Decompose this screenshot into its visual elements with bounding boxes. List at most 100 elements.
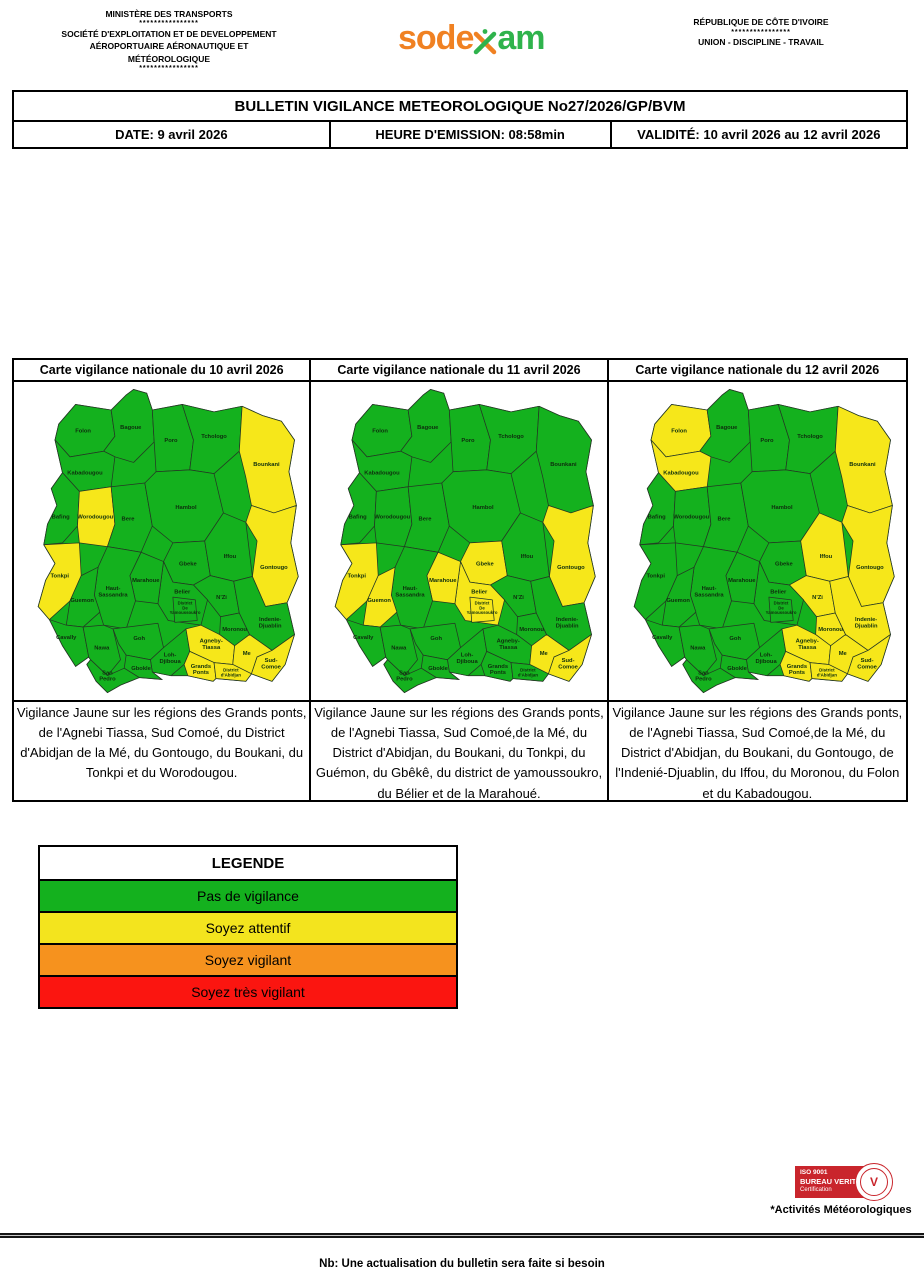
region-label-tonkpi: Tonkpi [348,573,367,579]
region-label-gbokle: Gbokle [131,666,151,672]
region-label-district-abidjan: District d'Abidjan [518,667,538,677]
region-nawa [678,624,717,677]
map-column-day1: Carte vigilance nationale du 10 avril 20… [14,360,312,800]
region-label-san-pedro: San Pedro [695,670,712,682]
region-label-loh-djiboua: Loh-Djiboua [457,653,479,665]
bulletin-emission-time: HEURE D'EMISSION: 08:58min [331,122,612,147]
region-label-kabadougou: Kabadougou [365,471,401,477]
region-label-moronou: Moronou [520,627,545,633]
map-column-day3: Carte vigilance nationale du 12 avril 20… [608,360,906,801]
region-label-cavally: Cavally [353,635,374,641]
bulletin-validity: VALIDITÉ: 10 avril 2026 au 12 avril 2026 [637,127,881,142]
legend-table: LEGENDE Pas de vigilance Soyez attentif … [38,845,458,1009]
region-label-bere: Bere [122,516,136,522]
region-label-gontougo: Gontougo [856,565,884,571]
logo-x-icon [472,26,498,55]
vigilance-map-day2: Folon Bagoue Poro Tchologo Bounkani Kabadougo… [311,382,607,700]
region-label-nzi: N'Zi [514,595,525,601]
vigilance-maps-table: Carte vigilance nationale du 10 avril 20… [12,358,908,802]
region-label-folon: Folon [671,429,687,435]
region-label-hambol: Hambol [473,505,495,511]
region-label-loh-djiboua: Loh-Djiboua [755,653,777,665]
region-label-haut-sassandra: Haut-Sassandra [396,586,426,598]
region-label-bere: Bere [717,516,731,522]
region-label-poro: Poro [760,438,774,444]
republic-motto: UNION - DISCIPLINE - TRAVAIL [698,37,824,48]
bureau-veritas-seal-icon: V [855,1163,893,1201]
region-label-moronou: Moronou [222,627,247,633]
region-nawa [380,624,419,677]
region-label-gontougo: Gontougo [557,565,585,571]
region-label-folon: Folon [373,429,389,435]
region-san-pedro [682,659,736,693]
region-label-me: Me [540,651,549,657]
region-district-abidjan [213,662,252,682]
region-sud-comoe [251,634,295,682]
region-label-tonkpi: Tonkpi [646,573,665,579]
map-caption-day2: Vigilance Jaune sur les régions des Gran… [311,700,607,801]
region-label-tchologo: Tchologo [201,434,227,440]
region-label-iffou: Iffou [521,554,534,560]
activities-note: *Activités Météorologiques [770,1204,912,1216]
ministry-title: MINISTÈRE DES TRANSPORTS [105,9,233,19]
separator-dots: **************** [731,28,791,36]
legend-item-attentif: Soyez attentif [40,911,456,943]
map-title-day1: Carte vigilance nationale du 10 avril 20… [14,360,310,382]
region-label-guemon: Guemon [70,598,94,604]
republic-title: RÉPUBLIQUE DE CÔTE D'IVOIRE [693,17,829,27]
region-label-bafing: Bafing [647,515,665,521]
company-name-line2: AÉROPORTUAIRE AÉRONAUTIQUE ET MÉTÉOROLOG… [89,41,249,64]
region-label-hambol: Hambol [175,505,197,511]
region-label-poro: Poro [462,438,476,444]
region-district-yamoussoukro [469,596,495,623]
region-label-bounkani: Bounkani [253,462,280,468]
region-label-guemon: Guemon [666,598,690,604]
region-label-bounkani: Bounkani [849,462,876,468]
region-district-abidjan [510,662,550,682]
legend-item-tres-vigilant: Soyez très vigilant [40,975,456,1007]
region-label-belier: Belier [472,589,489,595]
region-tchologo [181,404,243,475]
legend-item-no-vigilance: Pas de vigilance [40,879,456,911]
legend-title: LEGENDE [40,847,456,879]
region-label-iffou: Iffou [224,554,237,560]
region-label-bafing: Bafing [52,515,70,521]
region-label-nawa: Nawa [392,645,408,651]
region-label-gbeke: Gbeke [775,561,793,567]
bulletin-title-table: BULLETIN VIGILANCE METEOROLOGIQUE No27/2… [12,90,908,149]
region-label-goh: Goh [133,636,145,642]
logo-text-left: sode [398,18,474,57]
region-district-yamoussoukro [172,596,198,623]
region-label-agneby-tiassa: Agneby-Tiassa [497,639,520,651]
separator-dots: **************** [139,64,199,72]
region-label-indenie-djuablin: Indenie-Djuablin [259,617,282,629]
region-label-cavally: Cavally [56,635,77,641]
region-sud-comoe [548,634,593,682]
region-label-agneby-tiassa: Agneby-Tiassa [795,639,818,651]
region-label-gbeke: Gbeke [476,561,494,567]
bulletin-meta-row: DATE: 9 avril 2026 HEURE D'EMISSION: 08:… [12,122,908,149]
region-label-goh: Goh [729,636,741,642]
region-label-bere: Bere [419,516,433,522]
region-label-sud-comoe: Sud-Comoe [857,658,877,670]
region-label-kabadougou: Kabadougou [67,471,103,477]
map-caption-day3: Vigilance Jaune sur les régions des Gran… [608,700,906,801]
region-label-district-yamoussoukro: District De Yamoussoukro [170,600,201,615]
region-san-pedro [86,659,140,693]
region-label-bagoue: Bagoue [120,425,142,431]
region-tchologo [479,404,540,475]
vigilance-map-day3: Folon Bagoue Poro Tchologo Bounkani Kabadougo… [608,382,906,700]
region-label-worodougou: Worodougou [375,515,411,521]
region-label-nawa: Nawa [690,645,706,651]
region-label-sud-comoe: Sud-Comoe [261,658,281,670]
bureau-veritas-certification: ISO 9001 BUREAU VERITAS Certification V [795,1163,907,1203]
region-label-poro: Poro [164,438,178,444]
region-label-tchologo: Tchologo [797,434,823,440]
iso-label: ISO 9001 [800,1169,828,1176]
bottom-divider [0,1233,924,1238]
legend-item-vigilant: Soyez vigilant [40,943,456,975]
footer-note: Nb: Une actualisation du bulletin sera f… [319,1258,605,1270]
region-label-marahoue: Marahoue [132,578,160,584]
region-label-bafing: Bafing [349,515,367,521]
region-label-district-abidjan: District d'Abidjan [816,667,836,677]
